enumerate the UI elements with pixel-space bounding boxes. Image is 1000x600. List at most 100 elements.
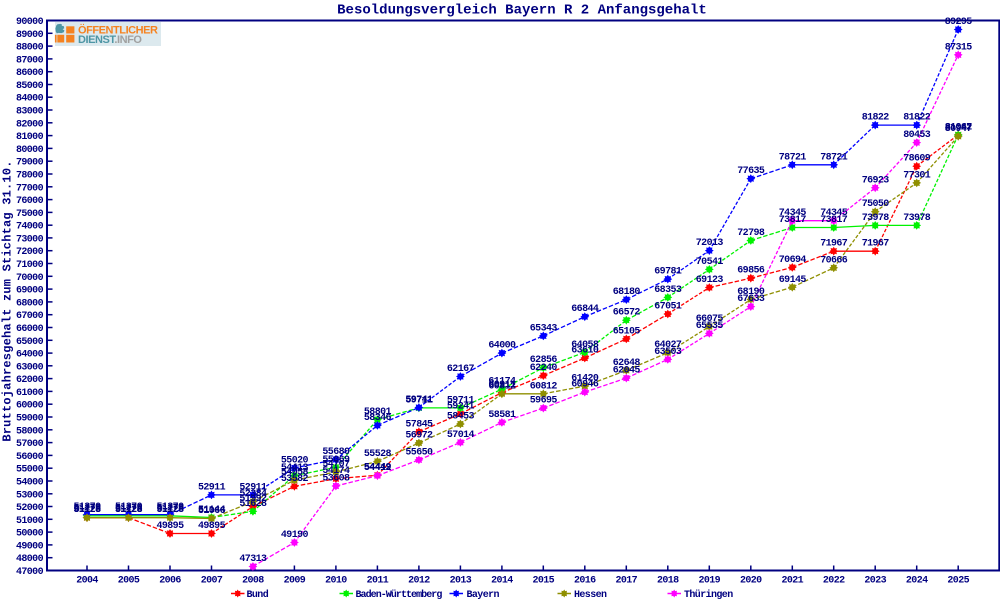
svg-text:Bayern: Bayern <box>467 590 500 600</box>
svg-text:56000: 56000 <box>16 452 44 463</box>
svg-text:2006: 2006 <box>159 576 181 587</box>
svg-text:63000: 63000 <box>16 362 44 373</box>
svg-text:62045: 62045 <box>613 366 641 377</box>
svg-text:2013: 2013 <box>450 576 472 587</box>
svg-text:62648: 62648 <box>613 358 641 369</box>
svg-text:2024: 2024 <box>906 576 928 587</box>
svg-text:48000: 48000 <box>16 554 44 565</box>
svg-text:52000: 52000 <box>16 503 44 514</box>
svg-text:2010: 2010 <box>325 576 347 587</box>
svg-text:Hessen: Hessen <box>574 590 607 600</box>
svg-text:58000: 58000 <box>16 426 44 437</box>
svg-text:63503: 63503 <box>654 347 682 358</box>
svg-text:67000: 67000 <box>16 311 44 322</box>
svg-text:52911: 52911 <box>198 482 226 493</box>
svg-text:2008: 2008 <box>242 576 264 587</box>
svg-text:51128: 51128 <box>73 505 101 516</box>
svg-text:51278: 51278 <box>115 503 143 514</box>
svg-text:77301: 77301 <box>903 170 931 181</box>
svg-text:71000: 71000 <box>16 260 44 271</box>
svg-text:Bruttojahresgehalt zum Stichta: Bruttojahresgehalt zum Stichtag 31.10. <box>1 160 15 441</box>
svg-text:47000: 47000 <box>16 567 44 578</box>
svg-text:Besoldungsvergleich Bayern R 2: Besoldungsvergleich Bayern R 2 Anfangsge… <box>337 3 707 19</box>
svg-text:DIENST.INFO: DIENST.INFO <box>78 34 142 46</box>
svg-text:60812: 60812 <box>488 381 516 392</box>
svg-text:60812: 60812 <box>530 381 558 392</box>
svg-text:78721: 78721 <box>779 152 807 163</box>
svg-text:67633: 67633 <box>737 294 765 305</box>
svg-text:49000: 49000 <box>16 541 44 552</box>
svg-text:74345: 74345 <box>779 208 807 219</box>
svg-text:2025: 2025 <box>947 576 969 587</box>
svg-text:81000: 81000 <box>16 132 44 143</box>
svg-text:51370: 51370 <box>156 502 184 513</box>
svg-text:64000: 64000 <box>16 350 44 361</box>
svg-text:58581: 58581 <box>488 410 516 421</box>
svg-text:61000: 61000 <box>16 388 44 399</box>
svg-text:68000: 68000 <box>16 298 44 309</box>
svg-text:2021: 2021 <box>781 576 803 587</box>
svg-text:74000: 74000 <box>16 222 44 233</box>
svg-text:66572: 66572 <box>613 308 641 319</box>
svg-text:59741: 59741 <box>405 395 433 406</box>
svg-text:90000: 90000 <box>16 17 44 28</box>
svg-text:51000: 51000 <box>16 516 44 527</box>
svg-text:2014: 2014 <box>491 576 513 587</box>
svg-text:51278: 51278 <box>73 503 101 514</box>
svg-text:49895: 49895 <box>156 521 184 532</box>
svg-text:85000: 85000 <box>16 81 44 92</box>
svg-text:64000: 64000 <box>488 341 516 352</box>
svg-text:2018: 2018 <box>657 576 679 587</box>
svg-text:Baden-Württemberg: Baden-Württemberg <box>356 589 443 600</box>
svg-text:54707: 54707 <box>322 459 350 470</box>
svg-text:51128: 51128 <box>73 505 101 516</box>
svg-text:59241: 59241 <box>447 401 475 412</box>
svg-text:89000: 89000 <box>16 30 44 41</box>
svg-text:54174: 54174 <box>322 466 350 477</box>
svg-text:Thüringen: Thüringen <box>684 589 733 600</box>
svg-text:81822: 81822 <box>862 113 890 124</box>
svg-text:53608: 53608 <box>322 474 350 485</box>
svg-text:70666: 70666 <box>820 255 848 266</box>
svg-text:65105: 65105 <box>613 326 641 337</box>
svg-text:51370: 51370 <box>73 502 101 513</box>
svg-text:78000: 78000 <box>16 171 44 182</box>
svg-text:69123: 69123 <box>696 275 724 286</box>
svg-text:60000: 60000 <box>16 401 44 412</box>
svg-text:55680: 55680 <box>322 447 350 458</box>
svg-text:87315: 87315 <box>945 42 973 53</box>
svg-text:59711: 59711 <box>405 395 433 406</box>
svg-text:65000: 65000 <box>16 337 44 348</box>
svg-text:62167: 62167 <box>447 364 475 375</box>
svg-text:49895: 49895 <box>198 521 226 532</box>
svg-text:89295: 89295 <box>945 17 973 28</box>
svg-text:68190: 68190 <box>737 287 765 298</box>
svg-text:52384: 52384 <box>239 489 267 500</box>
svg-text:69000: 69000 <box>16 286 44 297</box>
svg-text:54058: 54058 <box>281 468 309 479</box>
svg-text:62240: 62240 <box>530 363 558 374</box>
svg-text:71967: 71967 <box>862 239 890 250</box>
svg-text:51628: 51628 <box>239 499 267 510</box>
svg-text:68180: 68180 <box>613 287 641 298</box>
svg-text:59711: 59711 <box>447 395 475 406</box>
svg-text:2005: 2005 <box>118 576 140 587</box>
svg-text:78721: 78721 <box>820 152 848 163</box>
svg-text:51144: 51144 <box>198 505 226 516</box>
svg-text:49190: 49190 <box>281 530 309 541</box>
svg-text:81047: 81047 <box>945 123 973 134</box>
svg-text:54000: 54000 <box>16 478 44 489</box>
svg-text:59695: 59695 <box>530 396 558 407</box>
svg-text:73978: 73978 <box>903 213 931 224</box>
svg-text:54413: 54413 <box>281 463 309 474</box>
svg-text:82000: 82000 <box>16 119 44 130</box>
svg-text:2015: 2015 <box>532 576 554 587</box>
svg-text:61174: 61174 <box>488 377 516 388</box>
svg-text:56972: 56972 <box>405 431 433 442</box>
svg-text:59000: 59000 <box>16 414 44 425</box>
svg-text:72798: 72798 <box>737 228 765 239</box>
svg-text:65535: 65535 <box>696 321 724 332</box>
svg-text:75000: 75000 <box>16 209 44 220</box>
svg-text:55528: 55528 <box>364 449 392 460</box>
svg-text:62000: 62000 <box>16 375 44 386</box>
